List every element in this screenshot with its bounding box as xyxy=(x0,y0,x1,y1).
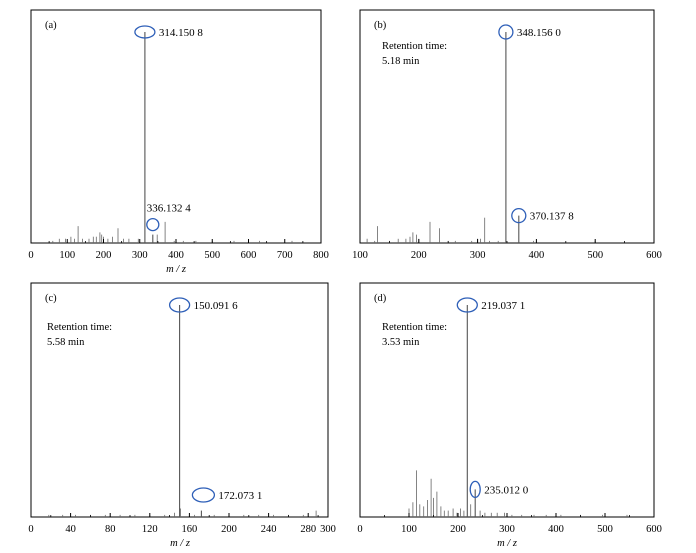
x-tick-label-400: 400 xyxy=(168,250,184,261)
peak-callout-circle-1 xyxy=(469,480,481,499)
panel-d-x-axis-title: m / z xyxy=(497,538,517,549)
x-tick-label-400: 400 xyxy=(548,524,564,535)
panel-a-tag: (a) xyxy=(45,20,57,31)
panel-c-tag: (c) xyxy=(45,293,57,304)
x-tick-label-80: 80 xyxy=(105,524,116,535)
x-tick-label-300: 300 xyxy=(320,524,336,535)
panel-d-tag: (d) xyxy=(374,293,387,304)
x-tick-label-500: 500 xyxy=(597,524,613,535)
x-tick-label-600: 600 xyxy=(241,250,257,261)
x-tick-label-300: 300 xyxy=(470,250,486,261)
x-tick-label-280: 280 xyxy=(300,524,316,535)
x-tick-label-240: 240 xyxy=(261,524,277,535)
peak-label-1: 235.012 0 xyxy=(484,484,529,496)
panel-c-retention-label: Retention time: xyxy=(47,322,112,333)
peak-label-0: 314.150 8 xyxy=(159,27,204,39)
x-tick-label-600: 600 xyxy=(646,524,662,535)
panel-d-peaks: 0 100 200 300 400 500 600 219.037 1 235.012 0 xyxy=(357,297,662,535)
panel-d-frame xyxy=(359,282,655,518)
panel-a-x-axis-title: m / z xyxy=(166,264,186,275)
x-tick-label-0: 0 xyxy=(357,524,362,535)
x-tick-label-40: 40 xyxy=(65,524,76,535)
x-tick-label-700: 700 xyxy=(277,250,293,261)
x-tick-label-0: 0 xyxy=(28,250,33,261)
x-tick-label-160: 160 xyxy=(182,524,198,535)
panel-c-peaks: 0 40 80 120 160 200 240 280 300 150.091 6 172.073 … xyxy=(28,297,336,535)
panel-d-retention-value: 3.53 min xyxy=(382,337,420,348)
x-tick-label-200: 200 xyxy=(96,250,112,261)
peak-callout-circle-0 xyxy=(456,297,478,313)
panel-c: (c) Retention time: 5.58 min 0 40 80 120 160… xyxy=(28,282,336,549)
x-tick-label-500: 500 xyxy=(204,250,220,261)
peak-callout-circle-0 xyxy=(168,297,191,313)
panel-a-peaks: 0 100 200 300 400 500 600 700 800 314.150 8 336.13… xyxy=(28,25,329,261)
panel-b-retention-value: 5.18 min xyxy=(382,56,420,67)
x-tick-label-200: 200 xyxy=(450,524,466,535)
panel-b: (b) Retention time: 5.18 min 100 200 300 40… xyxy=(352,9,662,261)
panel-a: (a) 0 100 200 300 400 500 600 700 800 314.150 8 33… xyxy=(28,9,329,275)
panel-b-tag: (b) xyxy=(374,20,387,31)
x-tick-label-100: 100 xyxy=(352,250,368,261)
x-tick-label-200: 200 xyxy=(411,250,427,261)
panel-c-x-axis-title: m / z xyxy=(170,538,190,549)
x-tick-label-0: 0 xyxy=(28,524,33,535)
peak-callout-circle-0 xyxy=(498,24,514,40)
panel-b-retention-label: Retention time: xyxy=(382,41,447,52)
peak-label-1: 370.137 8 xyxy=(530,211,575,223)
panel-c-retention-value: 5.58 min xyxy=(47,337,85,348)
peak-label-0: 219.037 1 xyxy=(481,300,525,312)
x-tick-label-100: 100 xyxy=(401,524,417,535)
peak-callout-circle-1 xyxy=(191,487,216,503)
panel-d-retention-label: Retention time: xyxy=(382,322,447,333)
x-tick-label-600: 600 xyxy=(646,250,662,261)
panel-b-peaks: 100 200 300 400 500 600 348.156 0 370.137 8 xyxy=(352,24,662,261)
x-tick-label-400: 400 xyxy=(529,250,545,261)
peak-callout-circle-1 xyxy=(511,207,527,224)
peak-label-0: 348.156 0 xyxy=(517,27,562,39)
x-tick-label-100: 100 xyxy=(59,250,75,261)
x-tick-label-500: 500 xyxy=(587,250,603,261)
x-tick-label-200: 200 xyxy=(221,524,237,535)
peak-label-1: 172.073 1 xyxy=(218,490,262,502)
panel-d: (d) Retention time: 3.53 min 0 100 200 300 4… xyxy=(357,282,662,549)
x-tick-label-120: 120 xyxy=(142,524,158,535)
peak-callout-circle-0 xyxy=(134,25,156,39)
peak-callout-circle-1 xyxy=(146,217,160,232)
peak-label-0: 150.091 6 xyxy=(194,300,239,312)
x-tick-label-300: 300 xyxy=(499,524,515,535)
x-tick-label-300: 300 xyxy=(132,250,148,261)
peak-label-1: 336.132 4 xyxy=(147,203,192,215)
x-tick-label-800: 800 xyxy=(313,250,329,261)
